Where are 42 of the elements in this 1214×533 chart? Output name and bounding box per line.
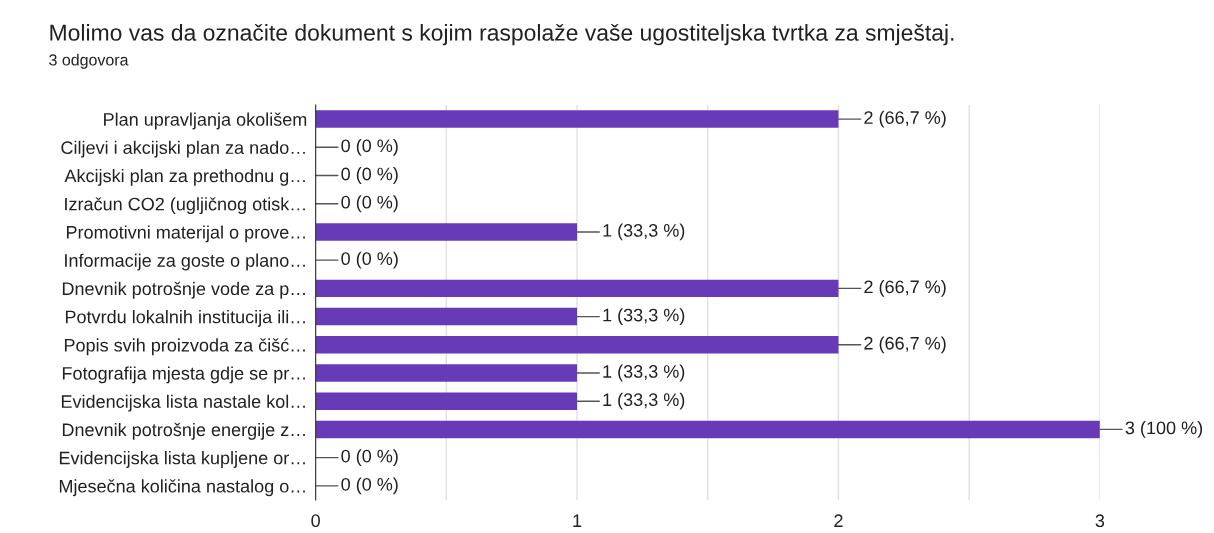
data-label: 0 (0 %) xyxy=(341,167,398,184)
y-tick-label: Informacije za goste o plano… xyxy=(65,253,305,271)
y-tick-label: Mjesečna količina nastalog o… xyxy=(59,479,305,497)
data-label: 0 (0 %) xyxy=(341,251,398,269)
x-tick-label: 2 xyxy=(834,514,843,527)
y-tick-label: Plan upravljanja okolišem xyxy=(104,112,307,130)
x-tick-label: 0 xyxy=(311,514,320,528)
y-tick-label: Akcijski plan za prethodnu g… xyxy=(64,168,305,186)
data-label: 2 (66,7 %) xyxy=(864,279,946,297)
data-label: 1 (33,3 %) xyxy=(603,223,685,241)
bar xyxy=(315,336,839,354)
y-tick-label: Potvrdu lokalnih institucija ili… xyxy=(65,310,305,327)
data-label: 2 (66,7 %) xyxy=(864,336,946,354)
data-label: 1 (33,3 %) xyxy=(603,308,685,325)
bar xyxy=(315,392,578,410)
y-tick-label: Dnevnik potrošnje energije z… xyxy=(62,422,305,440)
bar xyxy=(315,420,1100,439)
chart-title: Molimo vas da označite dokument s kojim raspolaže vaše ugostiteljska tvrtka za smještaj. xyxy=(50,23,954,46)
data-label: 2 (66,7 %) xyxy=(864,110,946,128)
y-tick-label: Ciljevi i akcijski plan za nado… xyxy=(61,140,305,158)
data-label: 0 (0 %) xyxy=(341,138,398,156)
data-label: 0 (0 %) xyxy=(341,449,398,467)
bar xyxy=(315,279,839,298)
bar xyxy=(315,223,578,241)
y-tick-label: Promotivni materijal o prove… xyxy=(66,225,305,243)
y-tick-label: Popis svih proizvoda za čišć… xyxy=(64,338,305,356)
y-tick-label: Dnevnik potrošnje vode za p… xyxy=(62,281,305,299)
x-tick-label: 3 xyxy=(1095,514,1105,528)
bar xyxy=(315,307,578,326)
data-label: 0 (0 %) xyxy=(341,477,398,495)
bar xyxy=(315,110,839,128)
y-tick-label: Izračun CO2 (ugljičnog otisk… xyxy=(65,197,305,215)
data-label: 0 (0 %) xyxy=(341,195,398,213)
data-label: 1 (33,3 %) xyxy=(603,392,685,410)
y-tick-label: Evidencijska lista kupljene or… xyxy=(59,451,305,468)
y-tick-label: Evidencijska lista nastale kol… xyxy=(61,394,305,412)
x-tick-label: 1 xyxy=(573,514,582,527)
y-tick-label: Fotografija mjesta gdje se pr… xyxy=(62,366,305,384)
data-label: 1 (33,3 %) xyxy=(603,364,685,382)
data-label: 3 (100 %) xyxy=(1125,421,1203,438)
bar xyxy=(315,364,578,382)
text: 3 odgovora xyxy=(49,53,129,69)
